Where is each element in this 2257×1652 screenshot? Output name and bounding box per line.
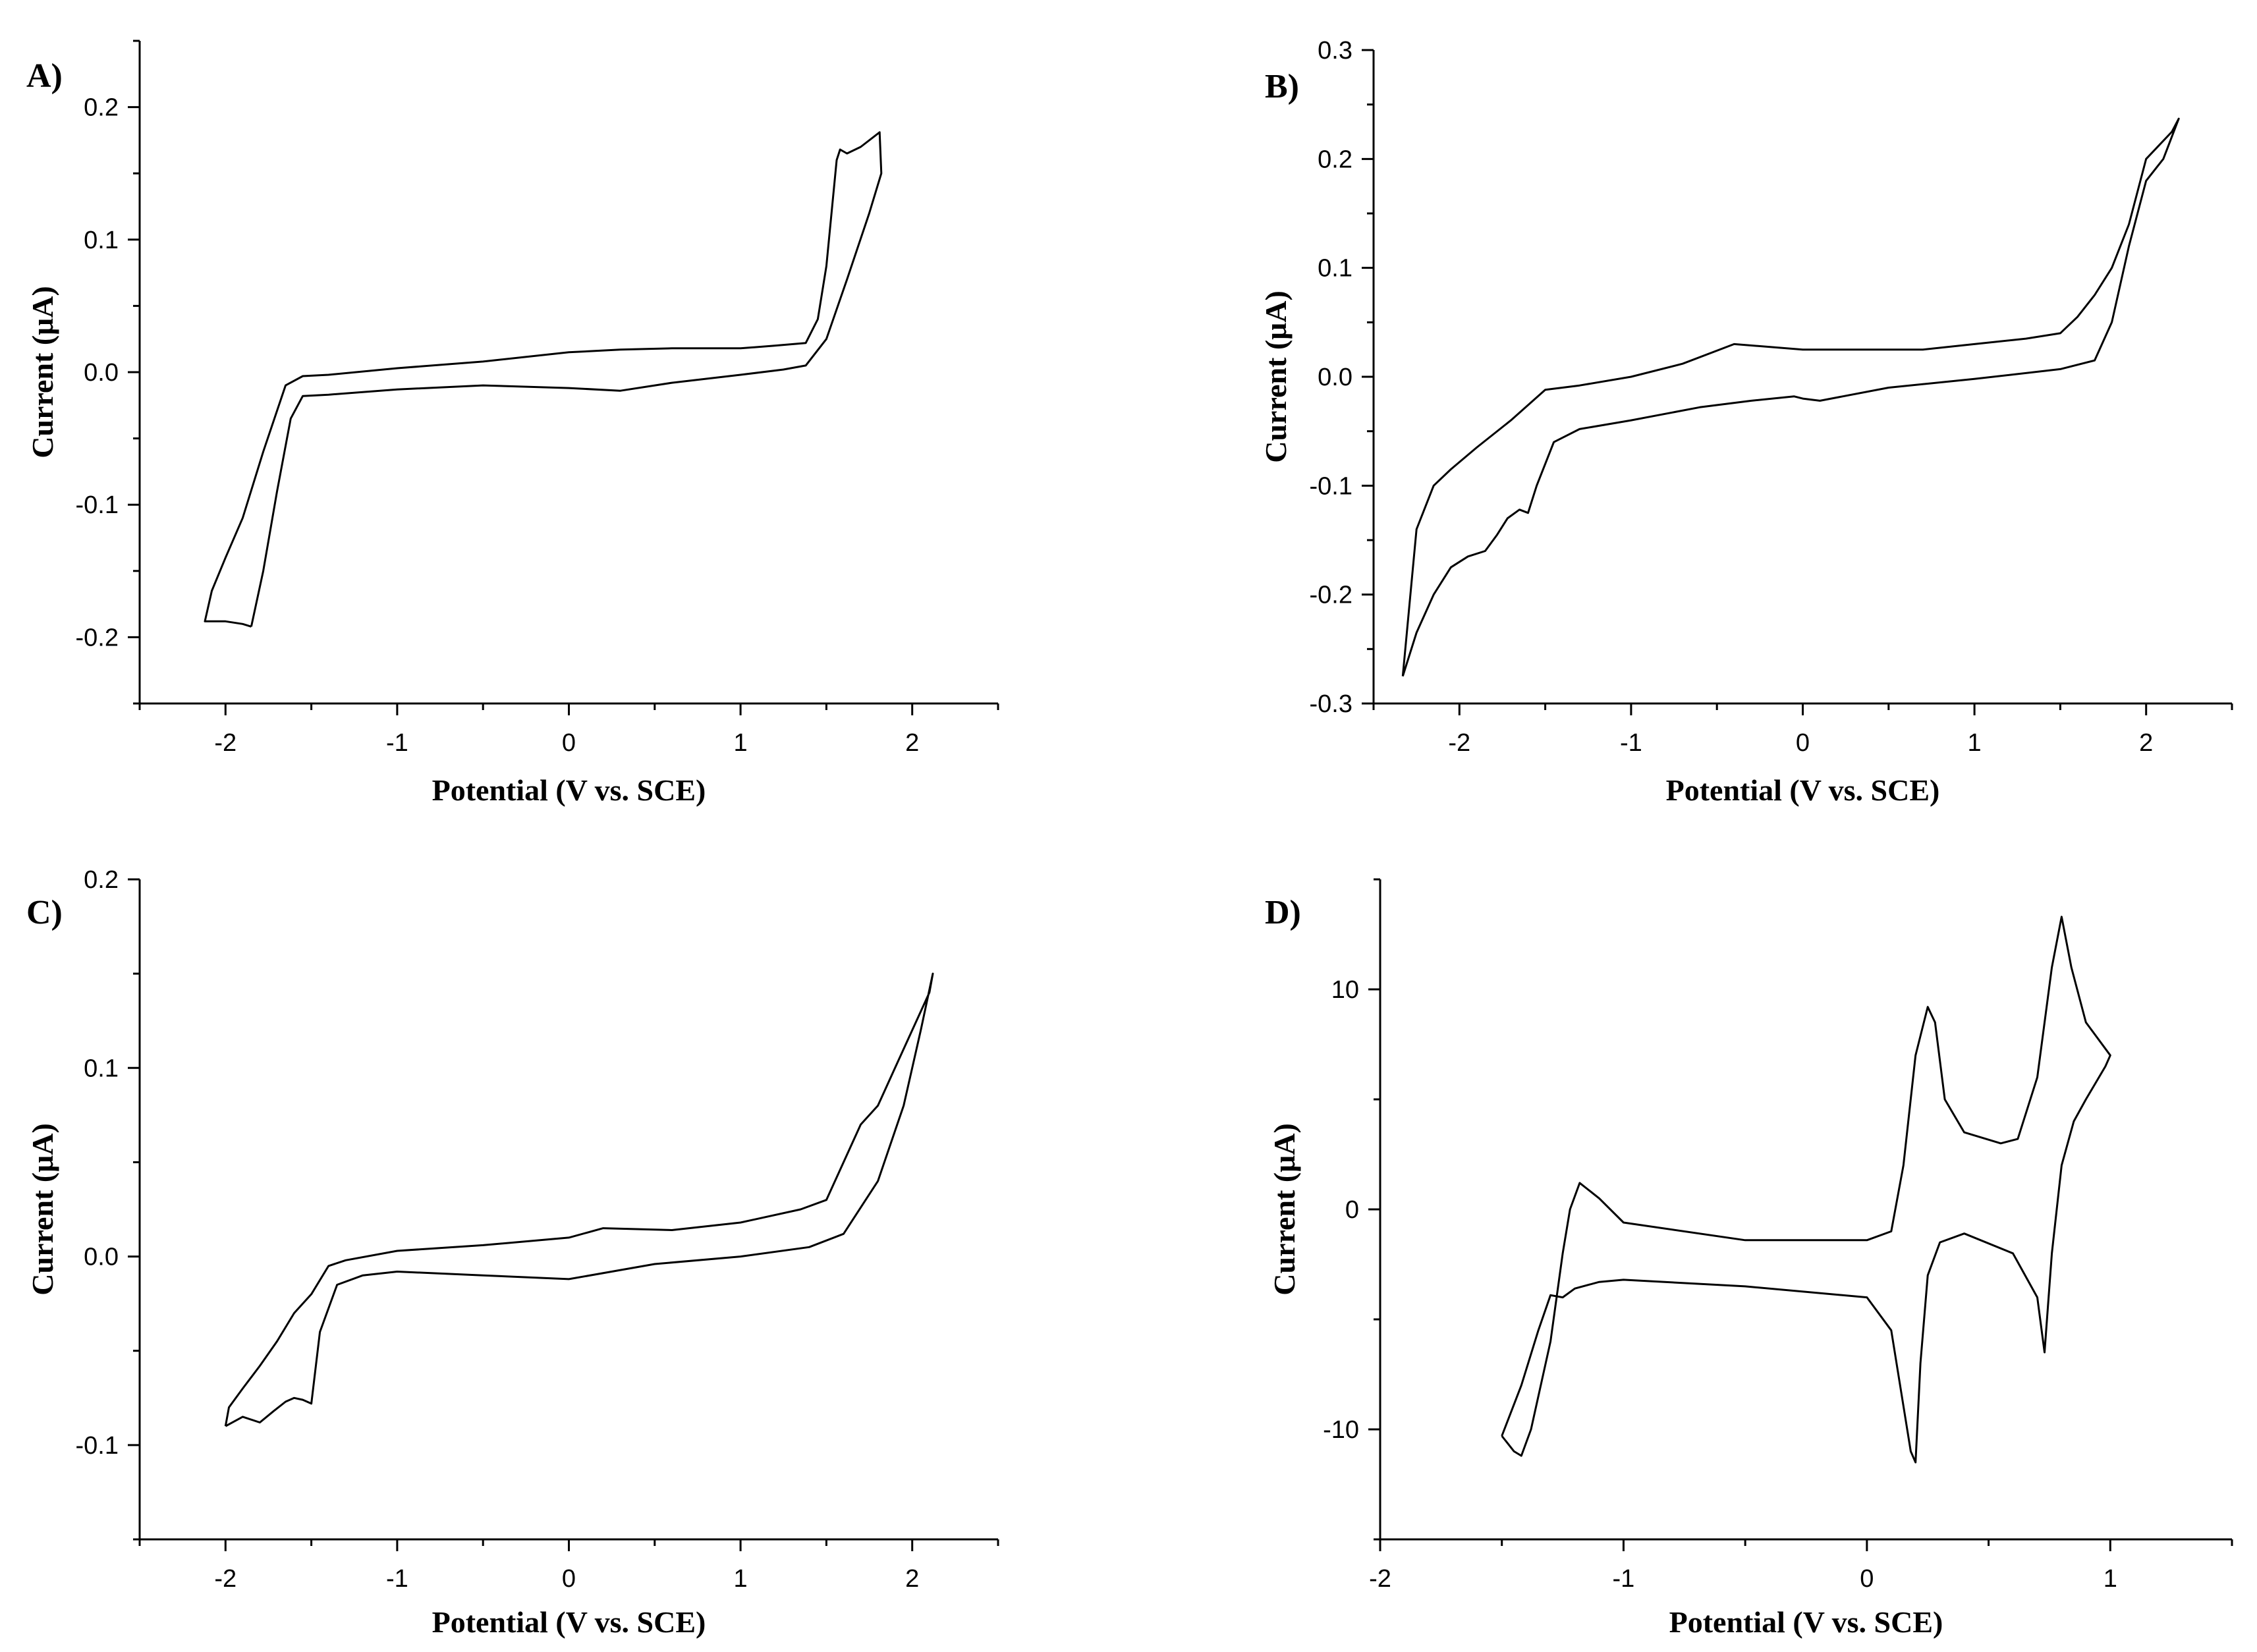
y-tick-label: -0.1 bbox=[76, 1432, 119, 1460]
y-tick-label: 0.2 bbox=[1318, 146, 1352, 173]
cv-curve bbox=[1501, 916, 2111, 1464]
y-tick-label: -0.3 bbox=[1310, 690, 1352, 718]
x-tick-label: 1 bbox=[2104, 1565, 2117, 1593]
cv-curve bbox=[204, 131, 883, 628]
x-tick-label: -2 bbox=[1448, 729, 1470, 757]
y-tick-label: 10 bbox=[1331, 976, 1359, 1004]
y-tick-label: 0 bbox=[1345, 1196, 1359, 1224]
panel-title: B) bbox=[1265, 68, 1299, 105]
y-axis-label: Current (μA) bbox=[26, 1123, 59, 1296]
y-tick-label: 0.2 bbox=[84, 866, 119, 894]
x-tick-label: 0 bbox=[562, 729, 576, 757]
x-tick-label: -1 bbox=[1620, 729, 1642, 757]
y-axis-label: Current (μA) bbox=[26, 286, 59, 458]
y-tick-label: 0.0 bbox=[84, 359, 119, 387]
cv-curve bbox=[1401, 117, 2180, 677]
y-tick-label: -0.2 bbox=[76, 624, 119, 651]
y-tick-label: -10 bbox=[1323, 1416, 1359, 1444]
x-tick-label: -1 bbox=[1613, 1565, 1635, 1593]
x-tick-label: 1 bbox=[734, 1565, 748, 1593]
y-tick-label: -0.2 bbox=[1310, 582, 1352, 609]
y-tick-label: 0.0 bbox=[1318, 364, 1352, 391]
x-tick-label: -1 bbox=[386, 729, 408, 757]
x-tick-label: -2 bbox=[214, 729, 237, 757]
x-tick-label: 0 bbox=[1796, 729, 1810, 757]
y-tick-label: 0.1 bbox=[1318, 255, 1352, 283]
y-tick-label: -0.1 bbox=[1310, 472, 1352, 500]
x-tick-label: 0 bbox=[562, 1565, 576, 1593]
y-axis-label: Current (μA) bbox=[1268, 1123, 1301, 1296]
x-tick-label: -1 bbox=[386, 1565, 408, 1593]
panel-1: -2 -1 0 1 2 -0.2 -0.1 0.0 0.1 0.2 A) Potential (V v… bbox=[26, 40, 999, 807]
y-tick-label: 0.0 bbox=[84, 1244, 119, 1271]
cv-curve bbox=[224, 972, 934, 1427]
panel-title: A) bbox=[26, 57, 63, 95]
panel-title: C) bbox=[26, 894, 63, 931]
x-tick-label: 1 bbox=[1968, 729, 1982, 757]
x-tick-label: 2 bbox=[2139, 729, 2153, 757]
y-tick-label: -0.1 bbox=[76, 491, 119, 519]
x-tick-label: 0 bbox=[1860, 1565, 1874, 1593]
y-tick-label: 0.2 bbox=[84, 94, 119, 122]
y-tick-label: 0.1 bbox=[84, 1055, 119, 1082]
y-tick-label: 0.1 bbox=[84, 227, 119, 254]
panel-3: -2 -1 0 1 2 -0.1 0.0 0.1 0.2 C) Potential (V vs. S… bbox=[26, 866, 999, 1639]
x-tick-label: 1 bbox=[734, 729, 748, 757]
x-tick-label: 2 bbox=[905, 1565, 919, 1593]
y-tick-label: 0.3 bbox=[1318, 37, 1352, 65]
y-axis-label: Current (μA) bbox=[1259, 290, 1293, 463]
x-axis-label: Potential (V vs. SCE) bbox=[1669, 1605, 1943, 1639]
x-axis-label: Potential (V vs. SCE) bbox=[432, 1605, 706, 1639]
x-tick-label: -2 bbox=[214, 1565, 237, 1593]
x-tick-label: -2 bbox=[1369, 1565, 1391, 1593]
panel-title: D) bbox=[1265, 894, 1301, 931]
x-tick-label: 2 bbox=[905, 729, 919, 757]
x-axis-label: Potential (V vs. SCE) bbox=[432, 773, 706, 807]
x-axis-label: Potential (V vs. SCE) bbox=[1666, 773, 1940, 807]
panel-2: -2 -1 0 1 2 -0.3 -0.2 -0.1 0.0 0.1 0.2 0.3 B) Potenti… bbox=[1259, 37, 2233, 807]
